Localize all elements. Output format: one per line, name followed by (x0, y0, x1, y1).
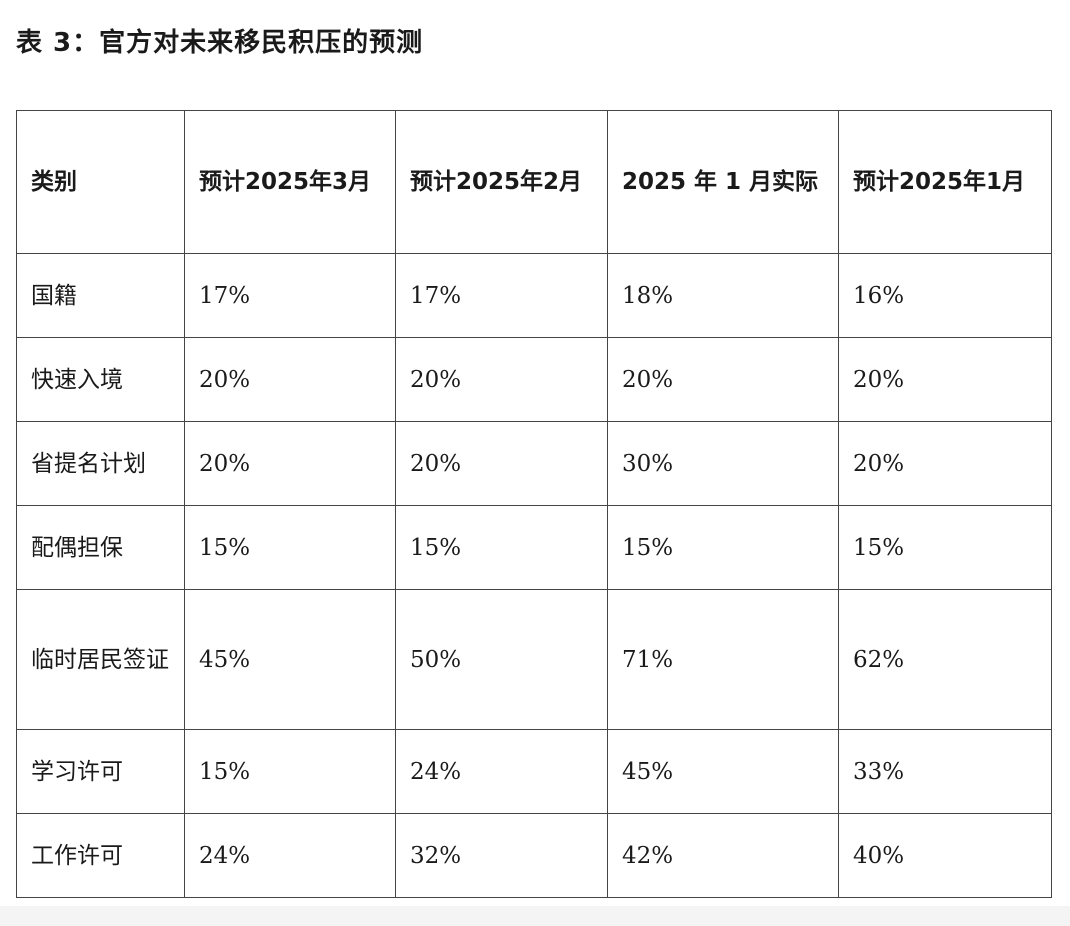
cell-forecast-february: 15% (395, 505, 608, 590)
header-row: 类别 预计2025年3月 预计2025年2月 2025 年 1 月实际 预计20… (16, 110, 1052, 254)
cell-forecast-february: 20% (395, 337, 608, 422)
cell-forecast-march: 17% (184, 253, 396, 338)
row-category: 配偶担保 (16, 505, 185, 590)
cell-forecast-january: 33% (838, 729, 1052, 814)
row-category: 学习许可 (16, 729, 185, 814)
cell-forecast-march: 15% (184, 505, 396, 590)
cell-forecast-january: 40% (838, 813, 1052, 898)
header-actual-january-2025: 2025 年 1 月实际 (607, 110, 839, 254)
cell-forecast-january: 62% (838, 589, 1052, 730)
table-row: 临时居民签证 45% 50% 71% 62% (16, 589, 1052, 730)
cell-actual-january: 42% (607, 813, 839, 898)
cell-forecast-january: 16% (838, 253, 1052, 338)
table-row: 学习许可 15% 24% 45% 33% (16, 729, 1052, 814)
table-row: 配偶担保 15% 15% 15% 15% (16, 505, 1052, 590)
page-bottom-band (0, 906, 1070, 926)
cell-forecast-january: 20% (838, 421, 1052, 506)
cell-actual-january: 45% (607, 729, 839, 814)
cell-forecast-february: 20% (395, 421, 608, 506)
table-row: 快速入境 20% 20% 20% 20% (16, 337, 1052, 422)
cell-actual-january: 15% (607, 505, 839, 590)
backlog-forecast-table: 类别 预计2025年3月 预计2025年2月 2025 年 1 月实际 预计20… (16, 110, 1052, 898)
cell-actual-january: 71% (607, 589, 839, 730)
cell-actual-january: 30% (607, 421, 839, 506)
cell-forecast-february: 50% (395, 589, 608, 730)
row-category: 省提名计划 (16, 421, 185, 506)
row-category: 工作许可 (16, 813, 185, 898)
cell-forecast-march: 24% (184, 813, 396, 898)
table-title: 表 3：官方对未来移民积压的预测 (16, 28, 424, 58)
cell-forecast-march: 20% (184, 337, 396, 422)
cell-forecast-january: 20% (838, 337, 1052, 422)
cell-forecast-march: 15% (184, 729, 396, 814)
table-row: 工作许可 24% 32% 42% 40% (16, 813, 1052, 898)
header-forecast-february-2025: 预计2025年2月 (395, 110, 608, 254)
cell-forecast-february: 24% (395, 729, 608, 814)
cell-forecast-march: 20% (184, 421, 396, 506)
cell-forecast-february: 17% (395, 253, 608, 338)
row-category: 临时居民签证 (16, 589, 185, 730)
cell-actual-january: 20% (607, 337, 839, 422)
header-category: 类别 (16, 110, 185, 254)
row-category: 快速入境 (16, 337, 185, 422)
cell-actual-january: 18% (607, 253, 839, 338)
row-category: 国籍 (16, 253, 185, 338)
cell-forecast-march: 45% (184, 589, 396, 730)
header-forecast-january-2025: 预计2025年1月 (838, 110, 1052, 254)
cell-forecast-january: 15% (838, 505, 1052, 590)
table-row: 省提名计划 20% 20% 30% 20% (16, 421, 1052, 506)
header-forecast-march-2025: 预计2025年3月 (184, 110, 396, 254)
table-row: 国籍 17% 17% 18% 16% (16, 253, 1052, 338)
cell-forecast-february: 32% (395, 813, 608, 898)
